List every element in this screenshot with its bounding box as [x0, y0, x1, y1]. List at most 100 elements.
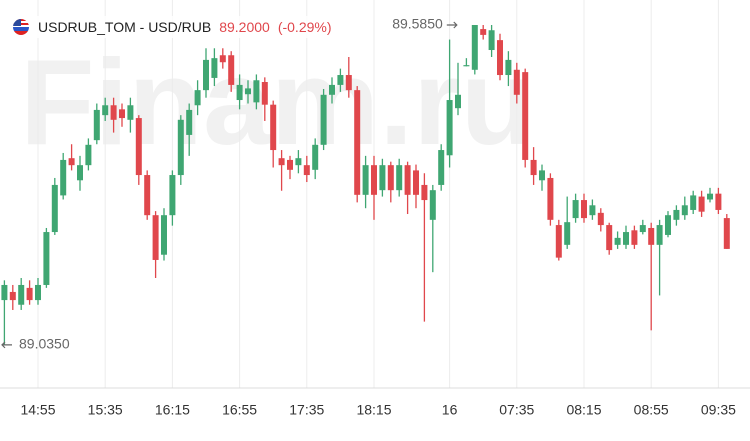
candle-body	[228, 55, 235, 85]
candle-body	[236, 84, 243, 101]
x-tick-label: 18:15	[356, 402, 391, 418]
candle-body	[295, 158, 302, 166]
x-tick-label: 07:35	[499, 402, 534, 418]
candle-body	[480, 29, 487, 35]
x-tick-label: 14:55	[20, 402, 55, 418]
low-marker-arrow	[1, 341, 12, 349]
x-tick-label: 16:55	[222, 402, 257, 418]
candle-body	[35, 284, 41, 301]
candle-body	[455, 94, 461, 109]
candle-body	[438, 150, 445, 185]
candle-body	[362, 165, 369, 195]
candle-body	[513, 69, 520, 95]
candle-body	[631, 230, 638, 245]
candle-body	[312, 144, 319, 170]
x-tick-label: 09:35	[701, 402, 736, 418]
candle-body	[413, 170, 419, 195]
candle-body	[723, 218, 730, 249]
candle-body	[639, 225, 646, 233]
candle-body	[194, 90, 201, 106]
candle-body	[421, 184, 428, 201]
candle-body	[572, 200, 579, 219]
candle-body	[93, 109, 100, 141]
candle-body	[26, 287, 33, 301]
candle-body	[287, 159, 293, 170]
candle-body	[203, 59, 209, 91]
candle-body	[102, 105, 109, 116]
candle-body	[110, 105, 117, 120]
candle-body	[1, 284, 8, 301]
candle-body	[161, 215, 167, 255]
candle-body	[606, 225, 613, 251]
candle-body	[329, 84, 335, 95]
candle-body	[371, 165, 377, 195]
candle-body	[211, 58, 218, 78]
candle-body	[648, 227, 655, 245]
x-tick-label: 15:35	[88, 402, 123, 418]
candle-body	[270, 104, 277, 151]
x-tick-label: 16:15	[155, 402, 190, 418]
high-marker-arrow	[446, 21, 458, 29]
instrument-title: USDRUB_TOM - USD/RUB	[38, 19, 212, 35]
candle-body	[623, 232, 629, 245]
candle-body	[261, 82, 268, 105]
candle-body	[581, 200, 587, 219]
candle-body	[60, 159, 67, 196]
candle-body	[463, 65, 470, 67]
candle-body	[354, 90, 361, 195]
candle-body	[320, 94, 327, 145]
candle-body	[656, 225, 663, 245]
candle-body	[396, 165, 403, 191]
candle-body	[471, 25, 478, 70]
candle-body	[345, 75, 352, 91]
candle-body	[303, 165, 310, 176]
candle-body	[253, 80, 260, 103]
candle-body	[387, 165, 394, 191]
candle-body	[144, 175, 151, 216]
candle-body	[530, 159, 537, 176]
candle-body	[85, 144, 92, 166]
candle-body	[18, 284, 25, 305]
x-tick-label: 08:55	[634, 402, 669, 418]
candle-body	[429, 190, 436, 220]
candle-body	[119, 109, 125, 119]
last-price: 89.2000	[219, 19, 270, 35]
candle-body	[68, 158, 75, 166]
candle-body	[547, 177, 554, 220]
candle-body	[539, 170, 545, 181]
candle-body	[715, 193, 722, 210]
candle-body	[497, 40, 503, 76]
flag-icon	[13, 19, 29, 35]
candle-body	[522, 72, 529, 160]
candle-body	[690, 195, 697, 210]
candle-body	[219, 55, 226, 63]
candle-body	[681, 205, 688, 216]
candle-body	[597, 212, 604, 226]
candle-body	[488, 30, 495, 51]
candle-body	[614, 237, 621, 245]
candle-body	[135, 118, 142, 176]
candle-body	[589, 205, 596, 216]
candle-body	[169, 175, 176, 216]
header: USDRUB_TOM - USD/RUB 89.2000 (-0.29%)	[12, 16, 336, 38]
price-change: (-0.29%)	[277, 19, 332, 35]
x-tick-label: 17:35	[289, 402, 324, 418]
candle-body	[665, 215, 671, 235]
x-tick-label: 16	[442, 402, 458, 418]
candle-body	[698, 196, 705, 212]
candle-body	[707, 193, 713, 200]
candle-body	[77, 165, 83, 181]
candle-body	[186, 109, 193, 135]
candle-body	[446, 100, 453, 156]
low-marker-label: 89.0350	[19, 336, 70, 352]
candle-body	[127, 105, 134, 120]
candle-body	[152, 215, 159, 260]
x-tick-label: 08:15	[566, 402, 601, 418]
candle-body	[51, 184, 58, 233]
high-marker-label: 89.5850	[392, 16, 443, 32]
candle-body	[404, 165, 411, 195]
candle-body	[9, 291, 16, 301]
candle-body	[505, 59, 512, 76]
candle-body	[278, 158, 285, 166]
